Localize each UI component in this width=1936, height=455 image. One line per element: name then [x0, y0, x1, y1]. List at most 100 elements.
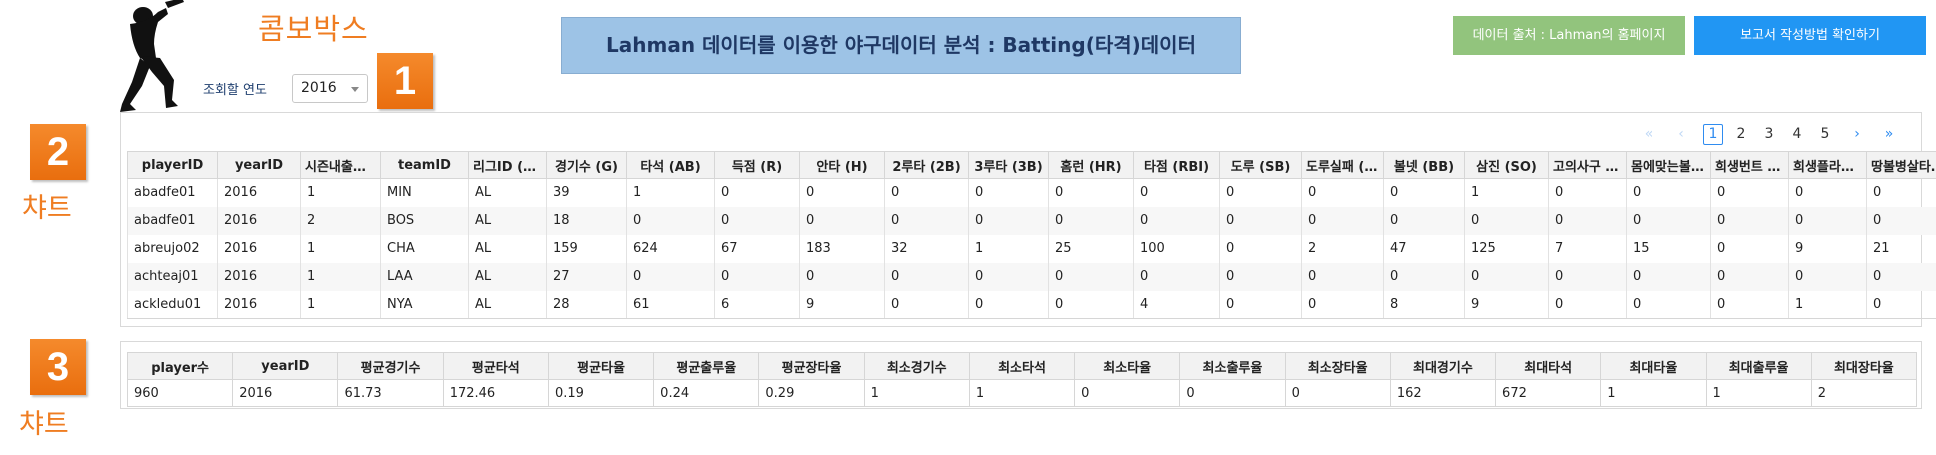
first-page-icon[interactable]: «	[1644, 126, 1654, 142]
batting-table-cell: 1	[968, 234, 1049, 263]
batting-column-header[interactable]: 고의사구 (IBB)	[1548, 151, 1627, 179]
summary-column-header[interactable]: 최소타율	[1074, 352, 1181, 380]
summary-column-header[interactable]: 최대타석	[1495, 352, 1602, 380]
summary-column-header[interactable]: 최대장타율	[1810, 352, 1918, 380]
batting-table-cell: 0	[1301, 178, 1384, 207]
batting-column-header[interactable]: 땅볼병살타 (GIDP)	[1866, 151, 1936, 179]
batting-table-cell: 0	[714, 206, 800, 235]
batting-table-row[interactable]: ackledu01 2016 1 NYA AL 28 61 6 9 0 0 0 4 0 0 8 9 0 0 0 1 0	[127, 290, 1936, 319]
summary-column-header[interactable]: 최소출루율	[1179, 352, 1286, 380]
summary-table-cell: 0	[1074, 379, 1181, 407]
batting-table-cell: 1	[300, 262, 381, 291]
chart-label-2: 챠트	[22, 193, 72, 224]
page-number-2[interactable]: 2	[1736, 126, 1746, 142]
batting-table-cell: 0	[1710, 262, 1789, 291]
summary-table-row[interactable]: 960 2016 61.73 172.46 0.19 0.24 0.29 1 1 0 0 0 162 67…	[126, 379, 1918, 407]
summary-column-header[interactable]: player수	[126, 352, 234, 380]
batter-silhouette-logo	[120, 0, 184, 112]
batting-table-cell: 21	[1866, 234, 1936, 263]
batting-table-row[interactable]: abadfe01 2016 1 MIN AL 39 1 0 0 0 0 0 0 0 0 0 1 0 0 0 0 0	[127, 178, 1936, 207]
page-number-1[interactable]: 1	[1703, 123, 1723, 145]
prev-page-icon[interactable]: ‹	[1678, 126, 1684, 142]
last-page-icon[interactable]: »	[1884, 126, 1894, 142]
page-number-5[interactable]: 5	[1820, 126, 1830, 142]
next-page-icon[interactable]: ›	[1854, 126, 1860, 142]
batting-table-cell: 47	[1383, 234, 1465, 263]
summary-table-cell: 2016	[232, 379, 339, 407]
batting-column-header[interactable]: 득점 (R)	[714, 151, 800, 179]
batting-column-header[interactable]: 도루 (SB)	[1219, 151, 1302, 179]
batting-column-header[interactable]: 타점 (RBI)	[1133, 151, 1220, 179]
batting-table-row[interactable]: abadfe01 2016 2 BOS AL 18 0 0 0 0 0 0 0 0 0 0 0 0 0 0 0 0	[127, 206, 1936, 235]
batting-table-cell: 1	[300, 178, 381, 207]
summary-column-header[interactable]: 최소경기수	[863, 352, 970, 380]
summary-column-header[interactable]: 평균장타율	[758, 352, 865, 380]
batting-column-header[interactable]: 희생번트 (SH)	[1710, 151, 1789, 179]
batting-table-cell: 0	[884, 178, 969, 207]
batting-column-header[interactable]: 홈런 (HR)	[1048, 151, 1134, 179]
summary-column-header[interactable]: 평균경기수	[337, 352, 444, 380]
chevron-down-icon	[351, 87, 359, 92]
summary-column-header[interactable]: 평균타율	[547, 352, 655, 380]
batting-column-header[interactable]: yearID	[217, 151, 301, 179]
chart-label-3: 챠트	[19, 409, 69, 440]
summary-table-cell: 0.24	[653, 379, 760, 407]
batting-table-cell: 27	[546, 262, 627, 291]
batting-column-header[interactable]: playerID	[127, 151, 218, 179]
data-source-button[interactable]: 데이터 출처 : Lahman의 홈페이지	[1453, 16, 1685, 55]
batting-table-cell: 0	[1548, 178, 1627, 207]
summary-column-header[interactable]: 최대경기수	[1389, 352, 1497, 380]
page-number-3[interactable]: 3	[1764, 126, 1774, 142]
summary-table-cell: 0.19	[547, 379, 655, 407]
batting-column-header[interactable]: 몸에맞는볼 (HBP)	[1626, 151, 1711, 179]
batting-table-cell: 0	[1626, 262, 1711, 291]
summary-column-header[interactable]: 평균타석	[442, 352, 549, 380]
summary-column-header[interactable]: 최소장타율	[1284, 352, 1391, 380]
batting-table-cell: 0	[968, 178, 1049, 207]
summary-table-cell: 0.29	[758, 379, 865, 407]
batting-table-cell: 2	[300, 206, 381, 235]
summary-table-cell: 1	[863, 379, 970, 407]
page-title: Lahman 데이터를 이용한 야구데이터 분석 : Batting(타격)데이…	[561, 17, 1241, 74]
summary-column-header[interactable]: 최대타율	[1600, 352, 1707, 380]
year-select[interactable]: 2016	[292, 74, 368, 103]
batting-column-header[interactable]: 2루타 (2B)	[884, 151, 969, 179]
batting-table-cell: 125	[1464, 234, 1549, 263]
summary-table-cell: 672	[1495, 379, 1602, 407]
batting-column-header[interactable]: 시즌내출전순서	[300, 151, 381, 179]
batting-column-header[interactable]: teamID	[380, 151, 469, 179]
summary-column-header[interactable]: 최소타석	[968, 352, 1076, 380]
summary-table-cell: 162	[1389, 379, 1497, 407]
batting-table-cell: 100	[1133, 234, 1220, 263]
summary-column-header[interactable]: yearID	[232, 352, 339, 380]
batting-column-header[interactable]: 볼넷 (BB)	[1383, 151, 1465, 179]
batting-column-header[interactable]: 희생플라이 (SF)	[1788, 151, 1867, 179]
batting-column-header[interactable]: 경기수 (G)	[546, 151, 627, 179]
batting-table-cell: 0	[884, 290, 969, 319]
batting-table-cell: 0	[1048, 178, 1134, 207]
summary-column-header[interactable]: 최대출루율	[1705, 352, 1812, 380]
batting-column-header[interactable]: 삼진 (SO)	[1464, 151, 1549, 179]
batting-table-cell: 1	[300, 290, 381, 319]
page-number-4[interactable]: 4	[1792, 126, 1802, 142]
batting-table-row[interactable]: abreujo02 2016 1 CHA AL 159 624 67 183 32 1 25 100 0 2…	[127, 234, 1936, 263]
batting-column-header[interactable]: 안타 (H)	[799, 151, 885, 179]
year-select-label: 조회할 연도	[203, 83, 267, 98]
batting-column-header[interactable]: 리그ID (AL/NL)	[468, 151, 547, 179]
batting-column-header[interactable]: 도루실패 (CS)	[1301, 151, 1384, 179]
summary-column-header[interactable]: 평균출루율	[653, 352, 760, 380]
batting-table-row[interactable]: achteaj01 2016 1 LAA AL 27 0 0 0 0 0 0 0 0 0 0 0 0 0 0 0 0	[127, 262, 1936, 291]
batting-table-cell: 1	[626, 178, 715, 207]
batting-table-cell: 25	[1048, 234, 1134, 263]
report-guide-button[interactable]: 보고서 작성방법 확인하기	[1694, 16, 1926, 55]
batting-table-cell: 0	[1464, 206, 1549, 235]
batting-table-cell: MIN	[380, 178, 469, 207]
batting-table-cell: 39	[546, 178, 627, 207]
batting-table-cell: 0	[1626, 178, 1711, 207]
batting-table-cell: AL	[468, 178, 547, 207]
year-select-value: 2016	[301, 80, 337, 96]
summary-table-cell: 1	[1705, 379, 1812, 407]
batting-column-header[interactable]: 타석 (AB)	[626, 151, 715, 179]
batting-table-cell: ackledu01	[127, 290, 218, 319]
batting-column-header[interactable]: 3루타 (3B)	[968, 151, 1049, 179]
